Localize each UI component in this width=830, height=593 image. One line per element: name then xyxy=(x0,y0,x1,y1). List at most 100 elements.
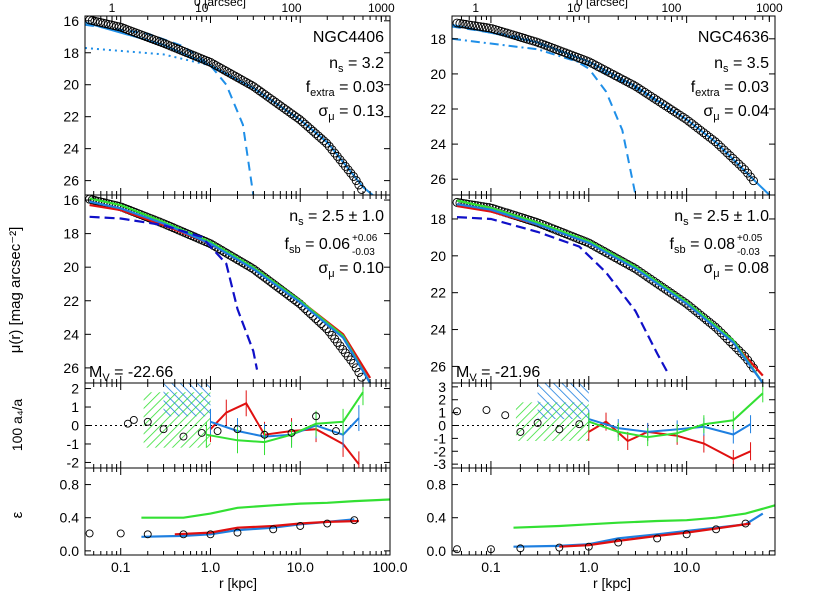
data-point xyxy=(681,114,691,124)
x-tick-label: 0.1 xyxy=(481,559,501,575)
a4-data-point xyxy=(312,412,320,421)
annotation: σμ = 0.13 xyxy=(318,103,384,123)
panel-ngc4636-ellipticity: 0.8 0.4 0.0 0.1 1.0 10.0 xyxy=(427,467,776,575)
x-tick-label: 100.0 xyxy=(372,559,407,575)
data-point xyxy=(737,162,747,172)
data-point xyxy=(327,145,337,155)
data-point xyxy=(725,151,735,161)
data-point xyxy=(357,185,367,194)
panel-ngc4636-middle: 18 20 22 24 26 ns = 2.5 ± 1.0 fsb = 0.08 +0.05 -… xyxy=(430,194,776,384)
data-point xyxy=(354,180,364,190)
data-point xyxy=(734,346,744,355)
annotation-fsb-upper: +0.06 xyxy=(352,233,378,244)
annotation: fextra = 0.03 xyxy=(691,79,769,99)
annotation: fextra = 0.03 xyxy=(306,79,384,99)
ellipticity-data-point xyxy=(296,522,305,530)
data-point xyxy=(235,74,245,84)
data-point xyxy=(684,116,694,126)
panel-ngc4406-a4: 2 1 0 -1 -2 xyxy=(67,381,391,470)
ellipticity-data-point xyxy=(269,525,278,534)
data-point xyxy=(731,156,741,166)
panel-content xyxy=(453,504,775,554)
data-point xyxy=(696,310,706,320)
data-point xyxy=(338,158,348,168)
data-point xyxy=(484,23,494,33)
ellipticity-data-point xyxy=(653,534,662,543)
data-point xyxy=(233,73,243,83)
y-tick-label: 22 xyxy=(430,285,446,301)
x-tick-label: 1.0 xyxy=(579,559,599,575)
ellipticity-line-red xyxy=(559,522,751,548)
top-tick-label: 100 xyxy=(282,1,302,15)
data-point xyxy=(295,114,305,124)
profile-line-blue xyxy=(456,203,764,383)
y-tick-label: 24 xyxy=(63,141,79,157)
annotation-fsb-lower: -0.03 xyxy=(352,247,375,258)
data-point xyxy=(713,325,723,335)
data-point xyxy=(461,19,471,29)
data-point xyxy=(308,126,318,136)
top-tick-label: 1 xyxy=(109,1,116,15)
y-tick-label: 18 xyxy=(63,226,79,242)
y-tick-label: 0.4 xyxy=(60,510,80,526)
y-tick-label: 2 xyxy=(71,381,79,397)
top-tick-label: 1 xyxy=(472,1,479,15)
y-tick-label: 3 xyxy=(438,379,446,395)
data-point xyxy=(244,79,253,89)
panel-content xyxy=(452,197,764,383)
annotation-sigma: σμ = 0.08 xyxy=(703,260,769,280)
panel-content xyxy=(85,16,375,195)
a4-line-red xyxy=(209,402,360,465)
y-tick-label: 24 xyxy=(430,322,446,338)
data-point xyxy=(481,23,491,33)
annotation-fsb: fsb = 0.06 xyxy=(285,236,351,256)
data-point xyxy=(340,161,350,171)
a4-data-point xyxy=(197,428,206,437)
a4-data-point xyxy=(575,420,584,429)
a4-data-point xyxy=(123,419,132,428)
data-point xyxy=(346,168,356,178)
annotation-sersic-index: ns = 2.5 ± 1.0 xyxy=(674,208,769,228)
profile-line-red xyxy=(456,205,764,377)
data-point xyxy=(707,135,717,144)
uncertainty-band-blue xyxy=(163,383,211,417)
model-line-inner_component xyxy=(452,25,637,195)
data-point xyxy=(678,112,688,122)
data-point xyxy=(684,301,694,311)
panel-ngc4406-top: 16 18 20 22 24 26 1 10 100 1000 NGC4406 ns = 3.2 fex… xyxy=(63,1,395,196)
ellipticity-data-point xyxy=(323,519,332,528)
data-point xyxy=(297,117,307,127)
panel-content xyxy=(85,383,390,468)
data-point xyxy=(314,131,323,141)
data-point xyxy=(710,137,720,147)
ellipticity-line-blue xyxy=(513,512,764,548)
annotation: ns = 3.2 xyxy=(329,55,384,75)
x-tick-label: 10.0 xyxy=(287,559,314,575)
y-tick-label: 18 xyxy=(430,31,446,47)
y-tick-label: 2 xyxy=(438,392,446,408)
y-tick-label: 18 xyxy=(430,211,446,227)
annotation: NGC4636 xyxy=(698,29,769,46)
ellipticity-data-point xyxy=(350,516,359,525)
y-tick-label: -2 xyxy=(434,443,447,459)
uncertainty-band-blue xyxy=(537,383,589,420)
y-tick-label: 0.8 xyxy=(427,477,447,493)
a4-data-point xyxy=(533,418,542,427)
data-point xyxy=(225,68,235,78)
a4-data-point xyxy=(213,427,222,435)
profile-line-green xyxy=(456,199,764,383)
panel-content xyxy=(452,18,771,195)
data-point xyxy=(214,62,224,72)
annotation-fsb-upper: +0.05 xyxy=(737,233,763,244)
data-point xyxy=(211,61,221,70)
y-tick-label: 0 xyxy=(71,418,79,434)
x-tick-label: 1.0 xyxy=(201,559,221,575)
data-point xyxy=(713,139,723,149)
y-tick-label: 24 xyxy=(430,136,446,152)
top-tick-label: 1000 xyxy=(368,1,395,15)
panel-content xyxy=(452,383,775,468)
y-tick-label: -2 xyxy=(67,454,80,470)
a4-line-green xyxy=(588,392,764,439)
